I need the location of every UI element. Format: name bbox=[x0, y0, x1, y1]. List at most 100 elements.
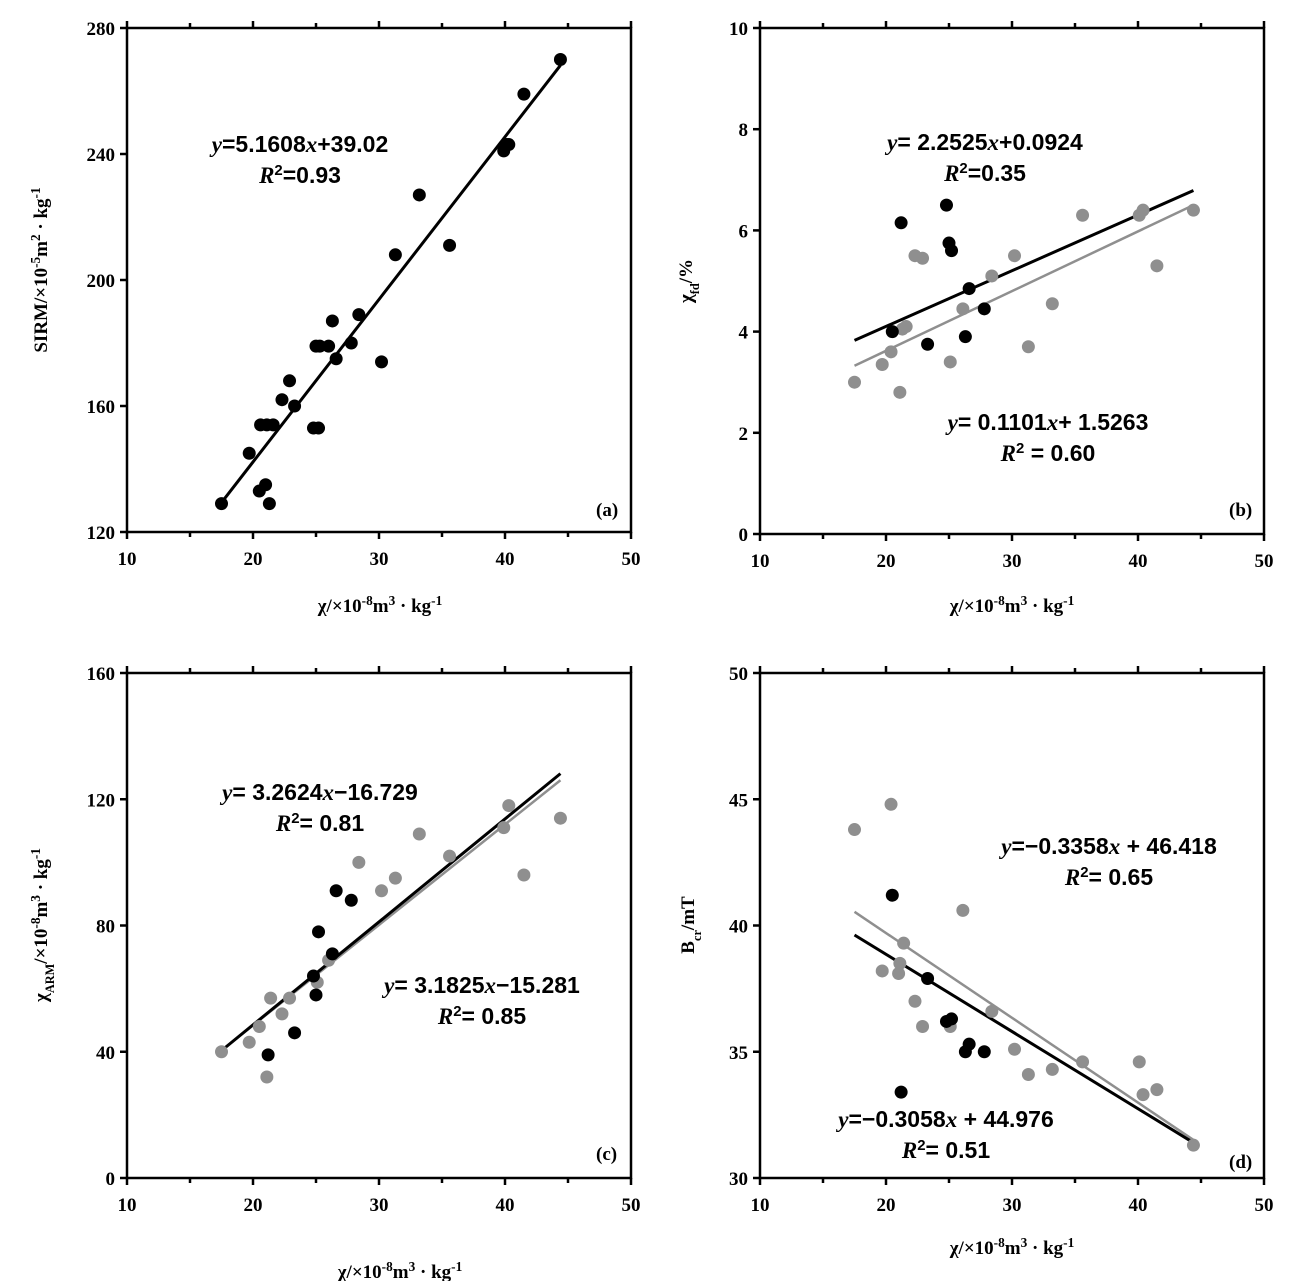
y-tick-label: 80 bbox=[96, 917, 115, 938]
data-point-grey bbox=[985, 1004, 999, 1018]
data-point-black bbox=[921, 337, 935, 351]
x-tick-label: 10 bbox=[751, 551, 770, 572]
y-tick-label: 10 bbox=[729, 19, 748, 40]
data-point-grey bbox=[848, 375, 861, 389]
data-point-all-samples bbox=[352, 308, 366, 322]
x-axis-label: χ/×10-8m3 · kg-1 bbox=[949, 1235, 1074, 1260]
x-tick-label: 20 bbox=[244, 1195, 263, 1216]
data-point-grey bbox=[242, 1035, 256, 1049]
r-squared-label: R2= 0.51 bbox=[901, 1137, 990, 1164]
r-squared-label: R2= 0.85 bbox=[437, 1003, 526, 1030]
data-point-black bbox=[344, 893, 358, 907]
data-point-all-samples bbox=[262, 497, 276, 511]
data-point-grey bbox=[1045, 1062, 1059, 1076]
data-point-grey bbox=[908, 994, 922, 1008]
y-tick-label: 160 bbox=[87, 397, 116, 418]
r-squared-label: R2 = 0.60 bbox=[1000, 440, 1096, 467]
data-point-grey bbox=[899, 320, 913, 334]
y-tick-label: 0 bbox=[106, 1169, 116, 1190]
data-point-grey bbox=[502, 799, 516, 813]
y-tick-label: 35 bbox=[729, 1043, 748, 1064]
data-point-grey bbox=[985, 269, 999, 283]
data-point-grey bbox=[943, 355, 957, 369]
panel-label: (a) bbox=[596, 500, 618, 521]
data-point-grey bbox=[1008, 249, 1022, 263]
data-point-black bbox=[894, 216, 908, 230]
data-point-grey bbox=[1076, 208, 1090, 222]
fit-line-all-samples bbox=[220, 64, 562, 504]
data-point-grey bbox=[283, 991, 297, 1005]
data-point-black bbox=[312, 925, 326, 939]
r-squared-label: R2= 0.81 bbox=[275, 810, 364, 837]
data-point-grey bbox=[352, 855, 366, 869]
x-tick-label: 40 bbox=[496, 549, 515, 570]
data-point-all-samples bbox=[553, 53, 567, 66]
data-point-grey bbox=[875, 964, 889, 978]
panel-label: (c) bbox=[596, 1144, 617, 1165]
data-point-grey bbox=[1136, 203, 1150, 217]
y-tick-label: 30 bbox=[729, 1169, 748, 1190]
x-axis-label: χ/×10-8m3 · kg-1 bbox=[317, 593, 442, 618]
x-tick-label: 20 bbox=[877, 551, 896, 572]
data-point-grey bbox=[264, 991, 278, 1005]
y-tick-label: 45 bbox=[729, 790, 748, 811]
x-tick-label: 40 bbox=[496, 1195, 515, 1216]
data-point-all-samples bbox=[288, 399, 302, 413]
data-point-all-samples bbox=[443, 238, 457, 252]
fit-line-black bbox=[853, 933, 1195, 1144]
y-tick-label: 4 bbox=[739, 323, 749, 344]
x-tick-label: 30 bbox=[1003, 1195, 1022, 1216]
y-tick-label: 280 bbox=[87, 19, 116, 40]
panel-c: 10 20 30 40 50 0 40 80 120 160 y= 3.2624x−16.729 R2… bbox=[28, 664, 641, 1281]
x-tick-label: 50 bbox=[1255, 1195, 1274, 1216]
data-point-black bbox=[329, 884, 343, 898]
regression-equation: y=−0.3358x + 46.418 bbox=[998, 833, 1217, 859]
y-tick-label: 200 bbox=[87, 271, 116, 292]
panel-label: (d) bbox=[1229, 1152, 1252, 1173]
data-point-all-samples bbox=[259, 478, 273, 492]
x-tick-label: 30 bbox=[370, 549, 389, 570]
x-axis-label: χ/×10-8m3 · kg-1 bbox=[337, 1259, 462, 1281]
data-point-grey bbox=[443, 849, 457, 863]
x-tick-label: 30 bbox=[1003, 551, 1022, 572]
data-point-black bbox=[939, 198, 953, 212]
data-point-all-samples bbox=[502, 138, 516, 152]
regression-equation: y= 3.2624x−16.729 bbox=[219, 779, 418, 805]
data-point-grey bbox=[1132, 1055, 1146, 1069]
data-point-grey bbox=[916, 251, 930, 265]
data-point-grey bbox=[1008, 1042, 1022, 1056]
x-tick-label: 10 bbox=[118, 1195, 137, 1216]
data-point-grey bbox=[1021, 340, 1035, 354]
panel-label: (b) bbox=[1229, 500, 1252, 521]
x-tick-label: 50 bbox=[622, 1195, 641, 1216]
y-axis-label: χARM/×10-8m3 · kg-1 bbox=[28, 848, 58, 1003]
data-point-all-samples bbox=[388, 248, 402, 262]
data-point-black bbox=[885, 888, 899, 902]
data-point-grey bbox=[260, 1070, 274, 1084]
data-point-all-samples bbox=[312, 421, 326, 435]
data-point-all-samples bbox=[266, 418, 280, 432]
data-point-black bbox=[309, 988, 323, 1002]
data-point-black bbox=[958, 330, 972, 344]
data-point-grey bbox=[848, 823, 861, 837]
data-point-all-samples bbox=[322, 339, 336, 353]
r-squared-label: R2= 0.65 bbox=[1064, 864, 1153, 891]
data-point-black bbox=[977, 302, 991, 316]
data-point-grey bbox=[1045, 297, 1059, 311]
y-tick-label: 120 bbox=[87, 523, 116, 544]
regression-equation: y= 2.2525x+0.0924 bbox=[884, 129, 1083, 155]
data-point-grey bbox=[215, 1045, 228, 1059]
y-axis-label: χfd/% bbox=[676, 259, 702, 304]
data-point-grey bbox=[252, 1020, 266, 1033]
panel-a: 10 20 30 40 50 120 160 200 240 280 y=5.1608x+39.02… bbox=[28, 19, 641, 617]
y-tick-label: 0 bbox=[739, 525, 749, 546]
data-point-grey bbox=[1150, 259, 1164, 273]
y-tick-label: 40 bbox=[96, 1043, 115, 1064]
data-point-all-samples bbox=[329, 352, 343, 366]
x-tick-label: 40 bbox=[1129, 551, 1148, 572]
data-point-all-samples bbox=[325, 314, 339, 328]
data-point-black bbox=[921, 972, 935, 986]
data-point-black bbox=[977, 1045, 991, 1059]
y-tick-label: 2 bbox=[739, 424, 749, 445]
x-axis-label: χ/×10-8m3 · kg-1 bbox=[949, 593, 1074, 618]
